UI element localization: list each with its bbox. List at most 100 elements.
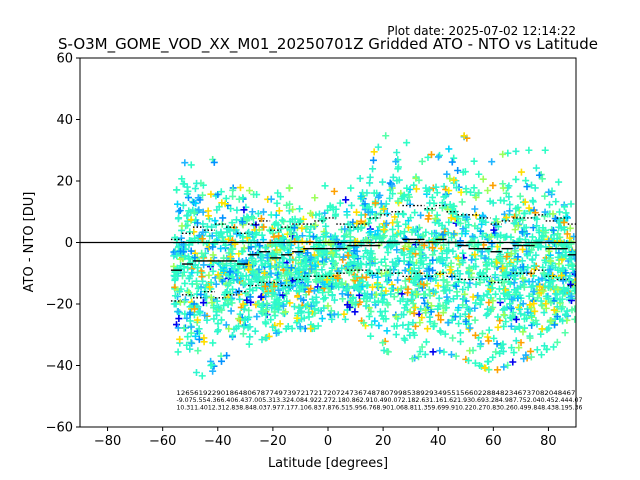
data-point [295,270,303,278]
data-point [236,295,244,303]
data-point [555,223,563,231]
data-point [526,334,534,342]
data-point [372,235,380,243]
data-point [394,163,402,171]
data-point [485,233,493,241]
data-point [521,311,529,319]
data-point [493,340,501,348]
data-point [519,245,527,253]
data-point [436,327,444,335]
data-point [315,306,323,314]
data-point [402,220,410,228]
data-point [499,264,507,272]
data-point [456,270,464,278]
data-point [546,278,554,286]
data-point [459,168,467,176]
data-point [422,338,430,346]
data-point [445,187,453,195]
data-point [312,221,320,229]
data-point [283,277,291,285]
data-point [332,282,340,290]
data-point [448,158,456,166]
data-point [472,193,480,201]
data-point [267,270,275,278]
data-point [505,182,513,190]
data-point [311,194,319,202]
data-point [435,294,443,302]
data-point [365,229,373,237]
data-point [442,261,450,269]
data-point [409,329,417,337]
data-point [191,332,199,340]
data-point [560,203,568,211]
data-point [417,305,425,313]
data-point [403,139,411,147]
data-point [239,272,247,280]
data-point [471,359,479,367]
data-point [199,228,207,236]
data-point [506,280,514,288]
data-point [468,256,476,264]
data-point [228,331,236,339]
data-point [437,328,445,336]
data-point [366,228,374,236]
data-point [514,203,522,211]
data-point [210,158,218,166]
y-tick-label: 0 [65,236,73,251]
data-point [233,276,241,284]
data-point [285,207,293,215]
data-point [239,233,247,241]
data-point [400,257,408,265]
data-point [533,222,541,230]
data-point [312,211,320,219]
data-point [409,299,417,307]
data-point [566,272,574,280]
data-point [176,335,184,343]
data-point [341,315,349,323]
data-point [493,233,501,241]
data-point [382,272,390,280]
data-point [471,251,479,259]
data-point [426,318,434,326]
data-point [274,306,282,314]
data-point [344,291,352,299]
data-point [320,304,328,312]
data-point [377,290,385,298]
data-point [234,268,242,276]
data-point [207,190,215,198]
data-point [293,314,301,322]
data-point [459,225,467,233]
data-point [429,244,437,252]
data-point [522,177,530,185]
data-point [288,325,296,333]
data-point [567,280,575,288]
data-point [234,276,242,284]
data-point [295,218,303,226]
data-point [261,318,269,326]
data-point [547,257,555,265]
data-point [463,303,471,311]
data-point [271,263,279,271]
data-point [434,282,442,290]
data-point [421,350,429,358]
data-point [469,346,477,354]
data-point [539,224,547,232]
data-point [286,184,294,192]
data-point [459,301,467,309]
data-point [194,269,202,277]
data-point [427,151,435,159]
data-point [244,324,252,332]
data-point [512,147,520,155]
data-point [367,247,375,255]
data-point [547,299,555,307]
data-point [516,305,524,313]
data-point [213,297,221,305]
data-point [341,225,349,233]
data-point [267,211,275,219]
data-point [238,218,246,226]
data-point [502,318,510,326]
data-point [358,224,366,232]
data-point [492,348,500,356]
data-point [562,209,570,217]
data-point [268,292,276,300]
